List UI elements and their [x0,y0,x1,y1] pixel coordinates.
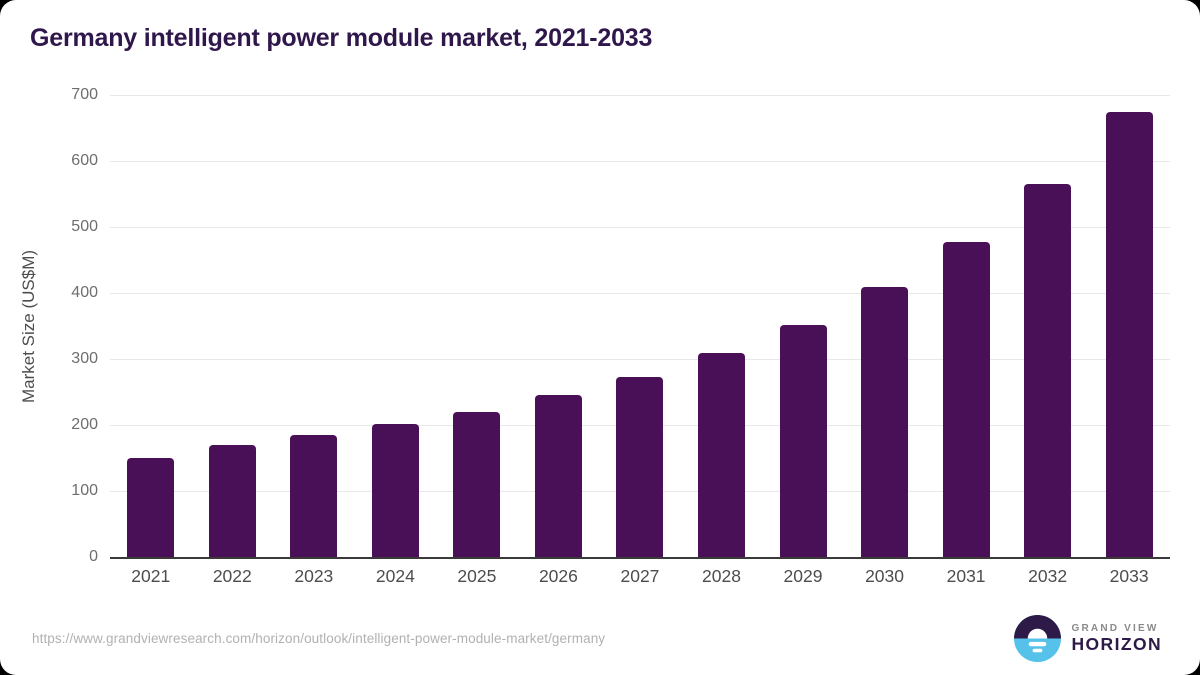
bar-2030[interactable] [861,287,909,557]
logo-reflection-bar-1 [1028,641,1046,647]
x-tick-2026: 2026 [538,566,578,586]
y-tick-700: 700 [71,86,98,103]
bar-2027[interactable] [616,377,664,557]
y-tick-500: 500 [71,218,98,235]
x-tick-2031: 2031 [946,566,986,586]
gridline-500 [110,227,1170,228]
bar-slot-2032 [1007,95,1089,557]
bar-2029[interactable] [779,324,827,557]
x-tick-2027: 2027 [620,566,660,586]
bar-slot-2022 [192,95,274,557]
gridline-400 [110,293,1170,294]
bar-2028[interactable] [697,353,745,557]
x-tick-2024: 2024 [375,566,415,586]
brand-name-horizon: HORIZON [1071,634,1162,655]
bar-slot-2025 [436,95,518,557]
x-tick-2033: 2033 [1109,566,1149,586]
bar-2031[interactable] [942,241,990,557]
bar-2025[interactable] [453,411,501,557]
x-tick-2022: 2022 [212,566,252,586]
bar-slot-2033 [1088,95,1170,557]
logo-sky-half [1013,615,1061,639]
x-tick-2025: 2025 [457,566,497,586]
brand-logo[interactable]: GRAND VIEW HORIZON [1013,615,1163,662]
y-tick-600: 600 [71,152,98,169]
bar-2023[interactable] [290,434,338,557]
y-tick-300: 300 [71,350,98,367]
x-tick-2032: 2032 [1028,566,1068,586]
bar-slot-2024 [355,95,437,557]
x-tick-2028: 2028 [702,566,741,586]
x-tick-2030: 2030 [865,566,905,586]
gridline-600 [110,161,1170,162]
bar-2024[interactable] [371,424,419,557]
plot-area: 0 100 200 300 400 500 600 700 [71,86,1170,565]
y-tick-0: 0 [89,548,98,565]
logo-reflection-bar-2 [1032,648,1042,653]
x-tick-2021: 2021 [131,566,171,586]
bar-2022[interactable] [208,444,256,557]
gridline-700 [110,95,1170,96]
y-tick-100: 100 [71,482,98,499]
y-tick-200: 200 [71,416,98,433]
gridline-300 [110,359,1170,360]
source-url: https://www.grandviewresearch.com/horizo… [32,631,606,646]
logo-sun-arch [1027,628,1047,639]
y-tick-400: 400 [71,284,98,301]
brand-text: GRAND VIEW HORIZON [1072,623,1163,655]
bar-2021[interactable] [127,458,175,557]
chart-title: Germany intelligent power module market,… [30,24,653,52]
bar-slot-2028 [681,95,763,557]
bar-2032[interactable] [1024,184,1072,557]
bar-slot-2023 [273,95,355,557]
bar-slot-2026 [518,95,600,557]
bar-slot-2030 [844,95,926,557]
x-tick-2029: 2029 [783,566,823,586]
bars [110,95,1170,557]
bar-slot-2031 [925,95,1007,557]
bar-slot-2021 [110,95,192,557]
bar-2026[interactable] [534,395,582,557]
horizon-sunset-icon [1013,615,1061,662]
x-tick-2023: 2023 [294,566,334,586]
bar-2033[interactable] [1105,111,1153,557]
x-axis-labels: 2021 2022 2023 2024 2025 2026 2027 2028 2029 2030… [110,566,1170,587]
brand-name-grand-view: GRAND VIEW [1071,622,1159,634]
footer: https://www.grandviewresearch.com/horizo… [0,609,1200,675]
bar-slot-2027 [599,95,681,557]
bar-slot-2029 [762,95,844,557]
